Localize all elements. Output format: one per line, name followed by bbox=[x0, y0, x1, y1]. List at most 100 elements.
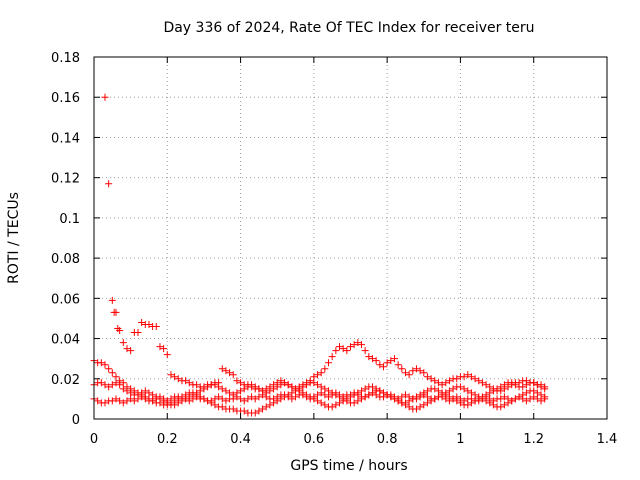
data-point-marker bbox=[405, 403, 413, 411]
data-point-marker bbox=[376, 361, 384, 369]
data-point-marker bbox=[270, 399, 278, 407]
data-point-marker bbox=[292, 385, 300, 393]
data-point-marker bbox=[541, 393, 549, 401]
y-tick-label: 0.06 bbox=[51, 292, 80, 307]
data-point-marker bbox=[281, 379, 289, 387]
data-point-marker bbox=[303, 379, 311, 387]
data-point-marker bbox=[171, 373, 179, 381]
data-point-marker bbox=[350, 391, 358, 399]
data-point-marker bbox=[229, 371, 237, 379]
data-point-marker bbox=[409, 395, 417, 403]
data-point-marker bbox=[306, 393, 314, 401]
data-point-marker bbox=[537, 381, 545, 389]
data-point-marker bbox=[398, 365, 406, 373]
data-point-marker bbox=[119, 339, 127, 347]
data-point-marker bbox=[255, 393, 263, 401]
data-point-marker bbox=[273, 379, 281, 387]
data-point-marker bbox=[94, 397, 102, 405]
data-point-marker bbox=[541, 383, 549, 391]
y-tick-label: 0 bbox=[72, 413, 80, 428]
plot-frame bbox=[93, 56, 608, 420]
data-point-marker bbox=[112, 373, 120, 381]
data-point-marker bbox=[361, 393, 369, 401]
data-point-marker bbox=[423, 399, 431, 407]
data-point-marker bbox=[152, 393, 160, 401]
data-point-marker bbox=[530, 379, 538, 387]
data-point-marker bbox=[174, 395, 182, 403]
y-tick-label: 0.04 bbox=[51, 333, 80, 348]
data-point-marker bbox=[222, 387, 230, 395]
data-point-marker bbox=[152, 322, 160, 330]
data-point-marker bbox=[508, 381, 516, 389]
data-point-marker bbox=[207, 381, 215, 389]
data-point-marker bbox=[489, 385, 497, 393]
data-point-marker bbox=[314, 397, 322, 405]
data-point-marker bbox=[116, 377, 124, 385]
data-point-marker bbox=[387, 357, 395, 365]
data-point-marker bbox=[237, 387, 245, 395]
data-point-marker bbox=[108, 369, 116, 377]
data-point-marker bbox=[138, 391, 146, 399]
data-point-marker bbox=[537, 397, 545, 405]
data-point-marker bbox=[281, 393, 289, 401]
data-point-marker bbox=[343, 397, 351, 405]
data-point-marker bbox=[288, 395, 296, 403]
data-point-marker bbox=[244, 381, 252, 389]
data-point-marker bbox=[259, 405, 267, 413]
data-point-marker bbox=[409, 367, 417, 375]
data-point-marker bbox=[174, 375, 182, 383]
data-point-marker bbox=[467, 389, 475, 397]
data-point-marker bbox=[149, 397, 157, 405]
x-tick-label: 0 bbox=[90, 432, 98, 447]
data-point-marker bbox=[251, 395, 259, 403]
data-point-marker bbox=[398, 399, 406, 407]
data-point-marker bbox=[522, 389, 530, 397]
data-point-marker bbox=[497, 403, 505, 411]
data-point-marker bbox=[325, 359, 333, 367]
data-point-marker bbox=[434, 379, 442, 387]
grid bbox=[94, 57, 607, 419]
data-point-marker bbox=[339, 345, 347, 353]
data-point-marker bbox=[233, 377, 241, 385]
data-point-marker bbox=[420, 401, 428, 409]
data-point-marker bbox=[350, 399, 358, 407]
data-point-marker bbox=[427, 397, 435, 405]
data-point-marker bbox=[383, 359, 391, 367]
data-point-marker bbox=[97, 359, 105, 367]
data-point-marker bbox=[119, 385, 127, 393]
data-point-marker bbox=[222, 397, 230, 405]
data-point-marker bbox=[273, 397, 281, 405]
data-point-marker bbox=[149, 391, 157, 399]
data-point-marker bbox=[233, 389, 241, 397]
data-point-marker bbox=[218, 395, 226, 403]
data-point-marker bbox=[101, 381, 109, 389]
data-point-marker bbox=[193, 381, 201, 389]
data-point-marker bbox=[361, 385, 369, 393]
data-point-marker bbox=[412, 393, 420, 401]
data-point-marker bbox=[101, 361, 109, 369]
data-point-marker bbox=[357, 387, 365, 395]
data-point-marker bbox=[163, 401, 171, 409]
data-point-marker bbox=[127, 385, 135, 393]
data-point-marker bbox=[379, 389, 387, 397]
data-point-marker bbox=[185, 379, 193, 387]
data-point-marker bbox=[171, 397, 179, 405]
data-point-marker bbox=[321, 385, 329, 393]
data-point-marker bbox=[156, 399, 164, 407]
data-point-marker bbox=[387, 393, 395, 401]
data-point-marker bbox=[193, 391, 201, 399]
data-point-marker bbox=[277, 377, 285, 385]
data-point-marker bbox=[116, 397, 124, 405]
data-point-marker bbox=[332, 391, 340, 399]
x-tick-label: 1 bbox=[456, 432, 464, 447]
data-point-marker bbox=[500, 385, 508, 393]
data-point-marker bbox=[317, 399, 325, 407]
data-point-marker bbox=[167, 399, 175, 407]
data-point-marker bbox=[486, 389, 494, 397]
data-point-marker bbox=[401, 391, 409, 399]
x-tick-label: 0.2 bbox=[157, 432, 178, 447]
y-tick-label: 0.18 bbox=[51, 51, 80, 66]
data-point-marker bbox=[303, 391, 311, 399]
data-point-marker bbox=[288, 389, 296, 397]
data-point-marker bbox=[112, 308, 120, 316]
